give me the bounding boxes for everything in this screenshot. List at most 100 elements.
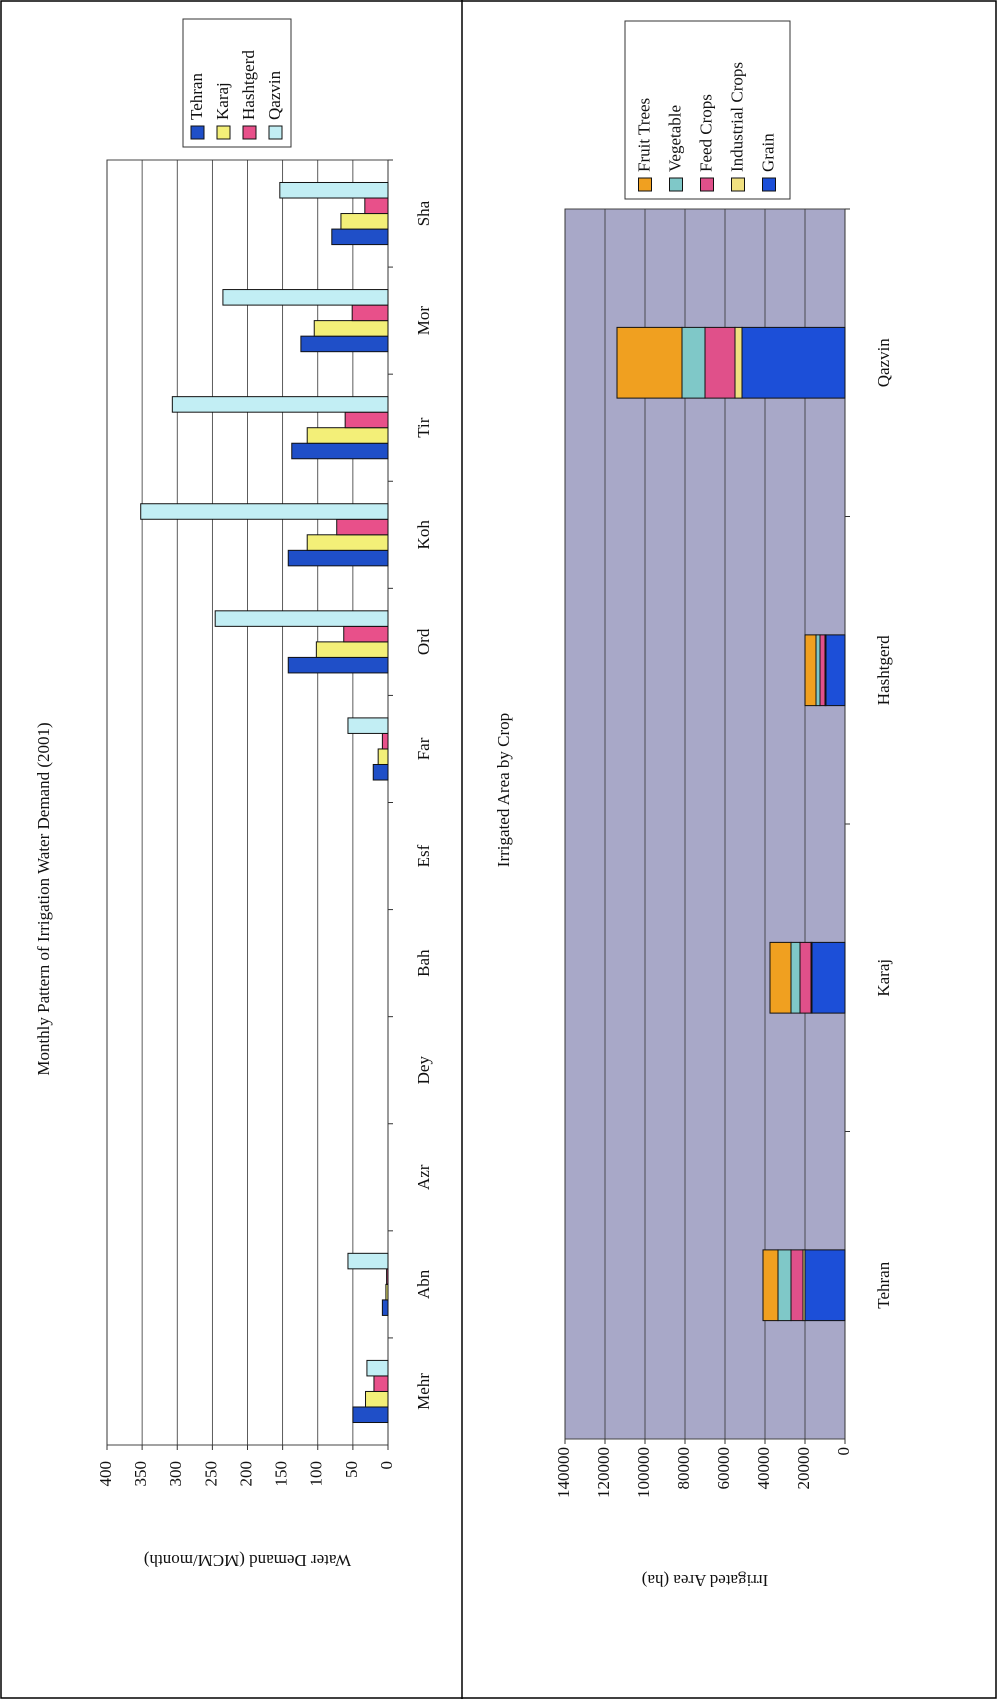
bar (331, 228, 389, 246)
y-tick-label: 0 (834, 1447, 853, 1456)
legend-swatch (190, 125, 205, 140)
x-tick-label: Dey (414, 1056, 433, 1085)
x-tick-label: Tir (414, 417, 433, 438)
bar-segment (811, 941, 846, 1014)
y-tick-label: 100 (307, 1461, 326, 1487)
y-tick-label: 0 (377, 1461, 396, 1470)
bar (313, 320, 389, 337)
bar-segment (734, 326, 743, 399)
bar (347, 717, 389, 734)
legend-swatch (700, 177, 714, 192)
bar-segment (799, 941, 812, 1014)
x-tick-label: Esf (414, 844, 433, 867)
bar-segment (769, 941, 792, 1014)
legend-label: Tehran (187, 73, 206, 120)
x-tick-label: Sha (414, 200, 433, 226)
bar (140, 503, 389, 520)
bar (366, 1359, 389, 1377)
bar (315, 641, 389, 658)
bar (214, 610, 389, 627)
bar (291, 442, 389, 460)
legend-swatch (242, 125, 257, 140)
bar (372, 763, 389, 781)
legend-swatch (669, 177, 683, 192)
bar (347, 1252, 389, 1270)
legend-box (624, 20, 791, 200)
y-tick-label: 40000 (754, 1447, 773, 1490)
x-tick-label: Tehran (874, 1261, 893, 1308)
bar (287, 549, 389, 567)
y-tick-label: 400 (96, 1461, 115, 1487)
bar-segment (790, 1249, 804, 1322)
legend-label: Fruit Trees (634, 98, 653, 172)
y-tick-label: 20000 (794, 1447, 813, 1490)
y-tick-label: 250 (201, 1461, 220, 1487)
y-tick-label: 50 (342, 1461, 361, 1478)
x-tick-label: Koh (414, 520, 433, 550)
legend-swatch (731, 177, 745, 192)
x-tick-label: Hashtgerd (874, 635, 893, 705)
bar (364, 197, 389, 215)
legend-label: Feed Crops (696, 94, 715, 172)
bar (365, 1390, 389, 1408)
bar (377, 748, 389, 765)
bar (385, 1283, 389, 1301)
bar-segment (790, 941, 801, 1014)
x-tick-label: Karaj (874, 959, 893, 997)
legend-label: Industrial Crops (727, 62, 746, 172)
y-tick-label: 150 (272, 1461, 291, 1487)
x-tick-label: Bah (414, 949, 433, 977)
x-tick-label: Azr (414, 1164, 433, 1190)
y-tick-label: 200 (236, 1461, 255, 1487)
bar (386, 1268, 389, 1285)
bar (336, 518, 389, 536)
legend-swatch (268, 125, 283, 140)
bar (344, 411, 389, 429)
y-tick-label: 140000 (554, 1447, 573, 1498)
bar-segment (804, 1249, 846, 1322)
legend-label: Vegetable (665, 105, 684, 172)
bar (279, 181, 389, 199)
legend-swatch (762, 177, 776, 192)
bar-segment (681, 326, 706, 399)
bar-segment (819, 634, 826, 707)
y-tick-label: 100000 (634, 1447, 653, 1498)
legend-label: Hashtgerd (239, 50, 258, 120)
bar (300, 335, 389, 353)
bar (222, 289, 389, 306)
bar (306, 534, 389, 551)
bar-segment (825, 634, 846, 707)
bar-segment (741, 326, 846, 399)
legend-swatch (638, 177, 652, 192)
bar-segment (815, 634, 821, 707)
x-tick-label: Abn (414, 1269, 433, 1299)
legend-swatch (216, 125, 231, 140)
y-tick-label: 300 (166, 1461, 185, 1487)
legend-label: Grain (758, 133, 777, 172)
x-tick-label: Ord (414, 628, 433, 655)
y-tick-label: 350 (131, 1461, 150, 1487)
legend-box (182, 18, 292, 148)
bar (373, 1375, 389, 1392)
bar (352, 1406, 389, 1424)
x-tick-label: Mor (414, 306, 433, 336)
x-tick-label: Far (414, 737, 433, 760)
legend-label: Qazvin (265, 70, 284, 120)
bar (343, 625, 389, 643)
y-tick-label: 120000 (594, 1447, 613, 1498)
y-axis-title: Water Demand (MCM/month) (144, 1551, 351, 1570)
bar-segment (762, 1249, 779, 1322)
legend-label: Karaj (213, 82, 232, 120)
y-axis-title: Irrigated Area (ha) (642, 1571, 768, 1590)
x-tick-label: Qazvin (874, 338, 893, 388)
chart-title: Irrigated Area by Crop (494, 713, 513, 867)
x-tick-label: Mehr (414, 1373, 433, 1410)
bar (306, 427, 389, 444)
bar-segment (616, 326, 683, 399)
bar-segment (804, 634, 817, 707)
y-tick-label: 80000 (674, 1447, 693, 1490)
